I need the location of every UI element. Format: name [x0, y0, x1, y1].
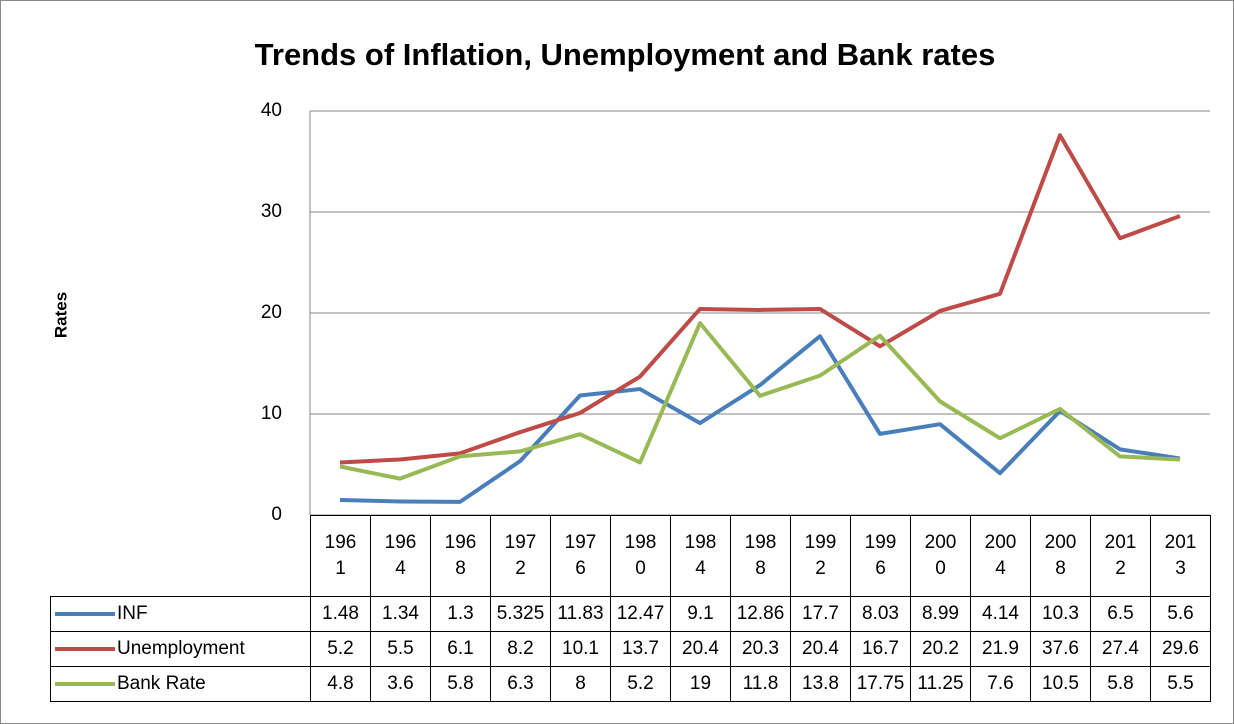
category-row: 1961 1964 1968 1972 1976 1980 1984 1988 1992 1996…	[50, 515, 1211, 597]
value-cell: 7.6	[970, 666, 1031, 702]
legend-swatch	[55, 611, 115, 616]
value-cell: 4.14	[970, 596, 1031, 632]
y-tick-label: 20	[261, 302, 282, 323]
y-axis-label: Rates	[51, 292, 70, 338]
value-cell: 1.3	[430, 596, 491, 632]
x-tick-label: 1968	[430, 515, 491, 597]
value-cell: 5.2	[310, 631, 371, 667]
value-cell: 8.03	[850, 596, 911, 632]
value-cell: 1.48	[310, 596, 371, 632]
x-tick-label: 1972	[490, 515, 551, 597]
x-tick-label: 2004	[970, 515, 1031, 597]
value-cell: 5.5	[370, 631, 431, 667]
value-cell: 12.86	[730, 596, 791, 632]
series-row: Unemployment 5.2 5.5 6.1 8.2 10.1 13.7 20.4 20.3…	[50, 631, 1211, 667]
legend-label: Bank Rate	[117, 673, 206, 694]
legend-swatch	[55, 681, 115, 686]
y-tick-label: 30	[261, 201, 282, 222]
x-tick-label: 1984	[670, 515, 731, 597]
legend-swatch	[55, 646, 115, 651]
series-row: INF 1.48 1.34 1.3 5.325 11.83 12.47 9.1 12.86 17.…	[50, 596, 1211, 632]
x-tick-label: 1996	[850, 515, 911, 597]
value-cell: 10.3	[1030, 596, 1091, 632]
value-cell: 5.325	[490, 596, 551, 632]
value-cell: 11.8	[730, 666, 791, 702]
x-tick-label: 2013	[1150, 515, 1211, 597]
x-tick-label: 1964	[370, 515, 431, 597]
value-cell: 13.7	[610, 631, 671, 667]
value-cell: 5.8	[430, 666, 491, 702]
value-cell: 6.5	[1090, 596, 1151, 632]
series-row: Bank Rate 4.8 3.6 5.8 6.3 8 5.2 19 11.8 13.8 17.75…	[50, 666, 1211, 702]
x-tick-label: 1992	[790, 515, 851, 597]
data-table: 1961 1964 1968 1972 1976 1980 1984 1988 1992 1996…	[50, 515, 1211, 702]
x-tick-label: 1988	[730, 515, 791, 597]
x-tick-label: 2000	[910, 515, 971, 597]
legend-label: INF	[117, 603, 148, 624]
x-tick-label: 1980	[610, 515, 671, 597]
value-cell: 12.47	[610, 596, 671, 632]
value-cell: 17.7	[790, 596, 851, 632]
value-cell: 29.6	[1150, 631, 1211, 667]
value-cell: 1.34	[370, 596, 431, 632]
value-cell: 5.2	[610, 666, 671, 702]
value-cell: 20.3	[730, 631, 791, 667]
value-cell: 20.4	[790, 631, 851, 667]
value-cell: 19	[670, 666, 731, 702]
value-cell: 10.5	[1030, 666, 1091, 702]
value-cell: 17.75	[850, 666, 911, 702]
y-tick-label: 40	[261, 100, 282, 121]
y-tick-label: 0	[271, 504, 282, 525]
series-line	[339, 133, 1181, 465]
x-tick-label: 2008	[1030, 515, 1091, 597]
value-cell: 5.8	[1090, 666, 1151, 702]
value-cell: 21.9	[970, 631, 1031, 667]
value-cell: 6.1	[430, 631, 491, 667]
value-cell: 16.7	[850, 631, 911, 667]
x-tick-label: 2012	[1090, 515, 1151, 597]
value-cell: 11.25	[910, 666, 971, 702]
blank-cell	[50, 515, 311, 597]
value-cell: 8	[550, 666, 611, 702]
value-cell: 11.83	[550, 596, 611, 632]
legend-entry: INF	[50, 596, 311, 632]
value-cell: 5.6	[1150, 596, 1211, 632]
value-cell: 37.6	[1030, 631, 1091, 667]
legend-entry: Bank Rate	[50, 666, 311, 702]
legend-label: Unemployment	[117, 638, 245, 659]
value-cell: 9.1	[670, 596, 731, 632]
value-cell: 10.1	[550, 631, 611, 667]
value-cell: 27.4	[1090, 631, 1151, 667]
y-tick-label: 10	[261, 403, 282, 424]
x-tick-label: 1961	[310, 515, 371, 597]
value-cell: 20.2	[910, 631, 971, 667]
value-cell: 5.5	[1150, 666, 1211, 702]
value-cell: 6.3	[490, 666, 551, 702]
series-line	[339, 334, 1181, 504]
value-cell: 13.8	[790, 666, 851, 702]
value-cell: 20.4	[670, 631, 731, 667]
legend-entry: Unemployment	[50, 631, 311, 667]
value-cell: 4.8	[310, 666, 371, 702]
value-cell: 3.6	[370, 666, 431, 702]
chart-title: Trends of Inflation, Unemployment and Ba…	[255, 37, 996, 72]
value-cell: 8.2	[490, 631, 551, 667]
value-cell: 8.99	[910, 596, 971, 632]
x-tick-label: 1976	[550, 515, 611, 597]
series-line	[339, 321, 1181, 481]
